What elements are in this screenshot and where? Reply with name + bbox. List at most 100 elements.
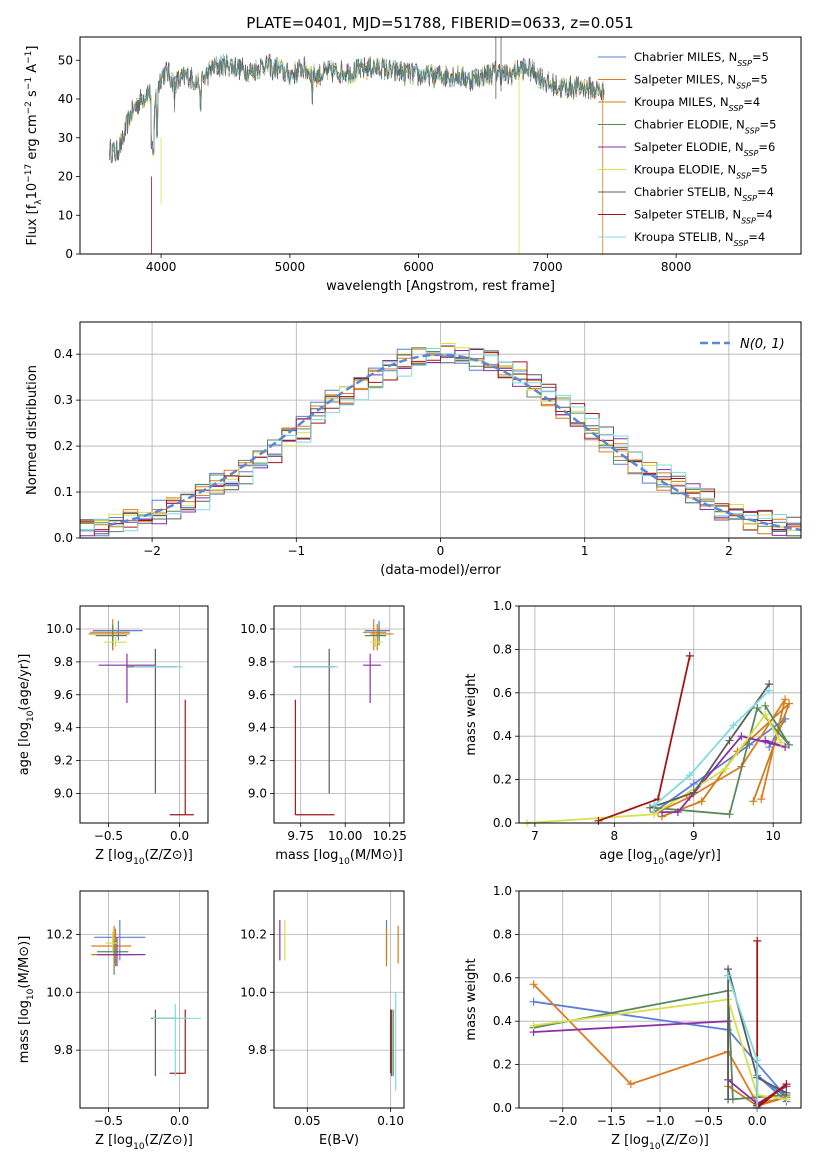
x-tick-label: 10 — [766, 829, 781, 843]
y-tick-label: 1.0 — [493, 599, 512, 613]
y-axis-label: mass weight — [464, 673, 479, 755]
figure-title: PLATE=0401, MJD=51788, FIBERID=0633, z=0… — [246, 14, 633, 32]
label-part: 10 — [133, 857, 145, 867]
y-axis-label: Flux [fλ10−17 erg cm−2 s−1 A−1] — [24, 46, 44, 246]
weight-marker — [724, 971, 733, 980]
legend-nssp: =5 — [752, 50, 769, 64]
label-part: Z [ — [95, 1133, 113, 1148]
legend-series-name: Chabrier ELODIE, N — [634, 118, 745, 132]
label-part: Z [ — [95, 848, 113, 863]
legend-subscript: SSP — [736, 81, 751, 90]
x-tick-label: 7 — [531, 829, 539, 843]
axes-weight-vs-Z: −2.0 −1.5 −1.0 −0.5 0.0 0.0 0.2 0.4 0.6 0.8 1.0 Z [… — [464, 884, 802, 1152]
y-tick-label: 10 — [58, 208, 73, 222]
x-tick-label: 9 — [690, 829, 698, 843]
legend-subscript: SSP — [734, 239, 749, 248]
y-tick-label: 9.4 — [248, 721, 267, 735]
x-tick-label: 0.05 — [294, 1114, 321, 1128]
x-tick-label: 9.75 — [287, 829, 314, 843]
legend-subscript: SSP — [745, 126, 760, 135]
weight-marker — [725, 810, 734, 819]
label-part: E(B-V) — [319, 1133, 359, 1148]
axes-frame — [518, 890, 802, 1109]
weight-line — [756, 940, 787, 1110]
label-part: log — [629, 1133, 649, 1148]
label-part: −2 — [24, 101, 34, 114]
errorbar-point — [92, 620, 143, 641]
legend-subscript: SSP — [736, 171, 751, 180]
label-part: s — [25, 90, 40, 101]
spectrum-line-chabrier-stelib — [109, 55, 605, 163]
axes-age-vs-mass: 9.75 10.00 10.25 9.0 9.2 9.4 9.6 9.8 10.0 mass [l… — [240, 605, 407, 867]
y-tick-label: 9.0 — [54, 786, 73, 800]
y-tick-label: 9.8 — [248, 655, 267, 669]
x-tick-label: 0 — [437, 544, 445, 558]
label-part: (M/M⊙)] — [17, 936, 32, 989]
y-tick-label: 9.4 — [54, 721, 73, 735]
weight-marker — [745, 740, 754, 749]
x-tick-label: 4000 — [146, 260, 177, 274]
weight-marker — [529, 980, 538, 989]
axes-mass-vs-Z: −0.5 0.09.810.010.2Z [log10(Z/Z⊙)]mass [l… — [17, 890, 209, 1152]
weight-marker — [753, 936, 762, 945]
x-tick-label: 5000 — [275, 260, 306, 274]
x-tick-label: 10.00 — [328, 829, 362, 843]
errorbar-point — [94, 919, 146, 961]
weight-marker — [781, 695, 790, 704]
label-part: −17 — [24, 164, 34, 183]
label-part: log — [17, 722, 32, 742]
label-part: λ — [34, 199, 44, 205]
residual-legend: N(0, 1) — [700, 337, 785, 352]
y-tick-label: 9.2 — [54, 754, 73, 768]
x-axis-label: Z [log10(Z/Z⊙)] — [95, 848, 193, 867]
axes-frame — [79, 36, 802, 255]
y-tick-label: 0.1 — [54, 485, 73, 499]
legend-label: Salpeter MILES, NSSP=5 — [634, 73, 768, 91]
label-part: mass [ — [275, 848, 318, 863]
legend-series-name: Salpeter STELIB, N — [634, 208, 741, 222]
y-tick-label: 9.8 — [54, 1043, 73, 1057]
y-tick-label: 0.0 — [493, 1101, 512, 1115]
y-tick-label: 1.0 — [493, 884, 512, 898]
legend-nssp: =4 — [743, 95, 760, 109]
label-part: 10 — [652, 857, 664, 867]
label-part: 10 — [26, 988, 36, 1000]
axes-frame — [273, 890, 405, 1109]
legend-nssp: =4 — [756, 208, 773, 222]
legend-nssp: =5 — [751, 163, 768, 177]
y-tick-label: 0.2 — [493, 773, 512, 787]
label-part: mass weight — [464, 958, 479, 1040]
y-tick-label: 0.0 — [54, 531, 73, 545]
errorbar-point — [370, 624, 394, 651]
y-tick-label: 10.2 — [46, 927, 73, 941]
legend-subscript: SSP — [741, 216, 756, 225]
label-part: (age/yr)] — [17, 654, 32, 711]
x-tick-label: 6000 — [403, 260, 434, 274]
y-tick-label: 0.8 — [493, 642, 512, 656]
weight-marker — [753, 1056, 762, 1065]
label-part: 10 — [26, 710, 36, 722]
legend-subscript: SSP — [744, 149, 759, 158]
x-tick-label: −1 — [287, 544, 305, 558]
weight-marker — [689, 788, 698, 797]
weight-marker — [697, 797, 706, 806]
x-tick-label: 7000 — [532, 260, 563, 274]
label-part: mass [ — [17, 1020, 32, 1063]
y-tick-label: 9.8 — [54, 655, 73, 669]
legend-series-name: Chabrier MILES, N — [634, 50, 737, 64]
weight-marker — [737, 732, 746, 741]
legend-label: N(0, 1) — [740, 337, 785, 352]
weight-marker — [782, 1088, 791, 1097]
y-tick-label: 20 — [58, 170, 73, 184]
label-part: 10 — [649, 1142, 661, 1152]
y-tick-label: 0.2 — [54, 439, 73, 453]
y-tick-label: 9.8 — [248, 1043, 267, 1057]
weight-marker — [761, 701, 770, 710]
y-tick-label: 0.3 — [54, 393, 73, 407]
label-part: (data-model)/error — [380, 563, 501, 578]
axes-age-vs-Z: −0.5 0.09.09.29.49.69.810.0Z [log10(Z/Z⊙)… — [17, 605, 209, 867]
weight-marker — [749, 797, 758, 806]
x-tick-label: 0.10 — [377, 1114, 404, 1128]
